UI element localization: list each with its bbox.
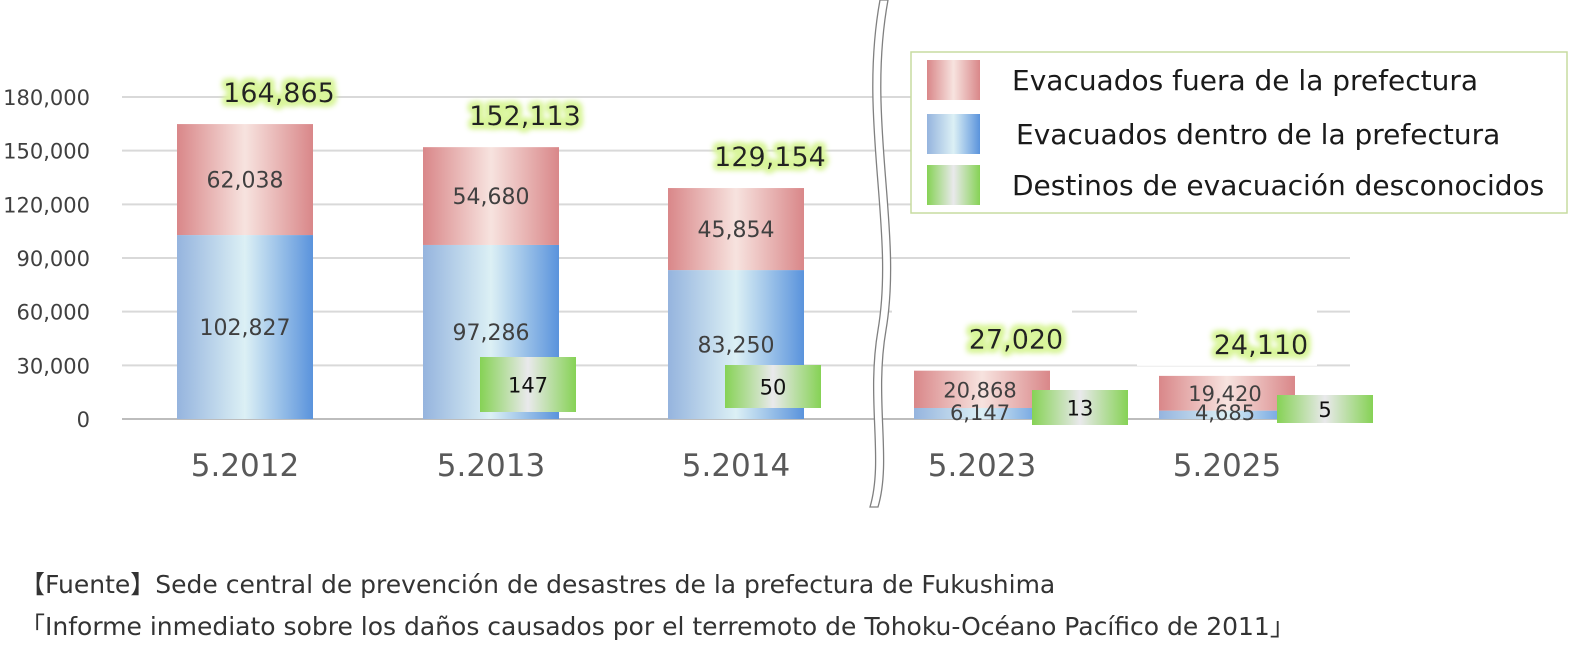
- bar-segment-inside: [914, 408, 1050, 419]
- total-label: 27,020: [969, 325, 1063, 356]
- source-line-2: 「Informe inmediato sobre los daños causa…: [20, 612, 1295, 641]
- x-axis-categories: 5.2012 5.2013 5.2014 5.2023 5.2025: [191, 448, 1281, 484]
- total-label: 129,154: [714, 142, 826, 173]
- x-category-label: 5.2014: [682, 448, 790, 484]
- y-tick-label: 90,000: [17, 247, 90, 271]
- bar-segment-unknown: [480, 357, 576, 412]
- bar-segment-outside: [668, 188, 804, 271]
- x-category-label: 5.2023: [928, 448, 1036, 484]
- label-unknown: 13: [1067, 397, 1094, 421]
- bars: [177, 124, 1373, 425]
- label-outside: 62,038: [207, 169, 284, 194]
- y-axis-ticks: 180,000 150,000 120,000 90,000 60,000 30,000 0: [3, 86, 90, 432]
- label-outside: 19,420: [1188, 382, 1261, 406]
- y-tick-label: 120,000: [3, 193, 90, 217]
- legend-label: Destinos de evacuación desconocidos: [1012, 169, 1544, 202]
- legend-swatch: [927, 165, 980, 205]
- label-inside: 102,827: [200, 316, 291, 341]
- y-tick-label: 60,000: [17, 301, 90, 325]
- x-category-label: 5.2012: [191, 448, 299, 484]
- x-category-label: 5.2013: [437, 448, 545, 484]
- bar-segment-outside: [1159, 375, 1295, 411]
- label-inside: 83,250: [698, 334, 775, 359]
- label-unknown: 5: [1318, 398, 1331, 422]
- legend-swatch: [927, 60, 980, 100]
- evacuees-chart: 180,000 150,000 120,000 90,000 60,000 30,000 0…: [3, 0, 1568, 508]
- y-tick-label: 150,000: [3, 140, 90, 164]
- bar-segment-unknown: [1277, 395, 1373, 423]
- legend-label: Evacuados fuera de la prefectura: [1012, 64, 1478, 97]
- label-unknown: 50: [760, 376, 787, 400]
- legend-label: Evacuados dentro de la prefectura: [1016, 118, 1500, 151]
- label-outside: 54,680: [453, 185, 530, 210]
- data-labels: 62,038 102,827 164,865 54,680 97,286 152,113 1…: [200, 78, 1332, 425]
- label-outside: 20,868: [943, 378, 1016, 402]
- bar-segment-outside: [177, 124, 313, 236]
- label-inside: 4,685: [1195, 401, 1255, 425]
- label-unknown: 147: [508, 374, 548, 398]
- bar-segment-inside: [1159, 410, 1295, 419]
- total-label-backdrop: [892, 300, 1072, 361]
- y-tick-label: 30,000: [17, 354, 90, 378]
- source-line-1: 【Fuente】Sede central de prevención de de…: [20, 570, 1056, 599]
- total-label: 152,113: [469, 101, 581, 132]
- legend: Evacuados fuera de la prefectura Evacuado…: [910, 51, 1568, 214]
- bar-segment-outside: [423, 147, 559, 245]
- label-inside: 6,147: [950, 401, 1010, 425]
- bar-segment-outside: [914, 370, 1050, 409]
- bar-segment-unknown: [1032, 390, 1128, 425]
- total-label: 24,110: [1214, 330, 1308, 361]
- bar-segment-inside: [177, 235, 313, 419]
- legend-swatch: [927, 114, 980, 154]
- x-category-label: 5.2025: [1173, 448, 1281, 484]
- axis-break-mark: [869, 0, 892, 508]
- y-tick-label: 0: [77, 408, 90, 432]
- label-outside: 45,854: [698, 218, 775, 243]
- y-tick-label: 180,000: [3, 86, 90, 110]
- total-label-backdrop: [1137, 305, 1317, 366]
- total-label: 164,865: [223, 78, 335, 109]
- bar-segment-unknown: [725, 365, 821, 408]
- label-inside: 97,286: [453, 321, 530, 346]
